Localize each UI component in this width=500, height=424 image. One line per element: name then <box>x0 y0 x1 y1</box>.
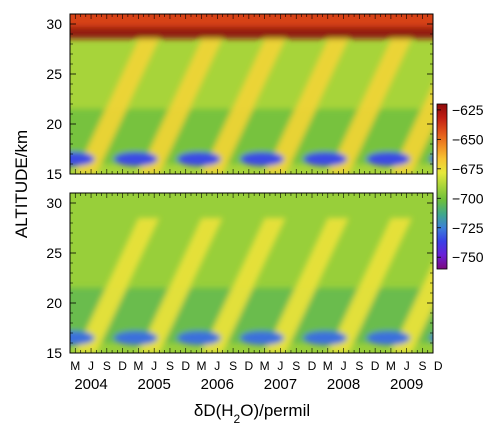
depleted-region <box>240 152 285 166</box>
month-tick-label: S <box>418 359 426 373</box>
heatmap-bottom <box>70 193 500 353</box>
month-tick-label: J <box>151 359 157 373</box>
tape-recorder-enriched-band <box>75 218 160 353</box>
tape-recorder-enriched-band <box>201 218 286 353</box>
month-tick-label: S <box>355 359 363 373</box>
month-tick-label: M <box>260 359 270 373</box>
tape-recorder-enriched-band <box>327 39 412 174</box>
y-tick-label: 15 <box>46 166 62 182</box>
month-tick-label: J <box>214 359 220 373</box>
y-tick-label: 30 <box>46 16 62 32</box>
month-tick-label: D <box>181 359 190 373</box>
y-tick-label: 15 <box>46 345 62 361</box>
month-tick-label: M <box>323 359 333 373</box>
colorbar: −625 −650 −675 −700 −725 −750 <box>436 102 484 270</box>
tape-recorder-enriched-band <box>75 39 160 174</box>
colorbar-tick-label: −675 <box>452 161 484 177</box>
colorbar-tick-label: −700 <box>452 190 484 206</box>
depleted-region <box>176 152 221 166</box>
colorbar-tick-label: −625 <box>452 102 484 118</box>
panel-top-ticks: 15 20 25 30 <box>46 13 434 182</box>
depleted-region <box>429 155 433 163</box>
depleted-region <box>176 331 221 345</box>
upper-layer-transition <box>70 27 433 39</box>
month-tick-label: M <box>133 359 143 373</box>
depleted-region <box>113 331 158 345</box>
panel-top: 15 20 25 30 <box>46 13 434 182</box>
month-tick-label: D <box>434 359 443 373</box>
colorbar-tick-label: −650 <box>452 131 484 147</box>
y-tick-label: 25 <box>46 66 62 82</box>
month-tick-label: M <box>386 359 396 373</box>
month-tick-label: D <box>245 359 254 373</box>
colorbar-tick-label: −750 <box>452 249 484 265</box>
depleted-region <box>429 334 433 342</box>
depleted-region <box>303 152 348 166</box>
depleted-region <box>303 331 348 345</box>
y-tick-label: 20 <box>46 116 62 132</box>
month-tick-label: M <box>70 359 80 373</box>
y-tick-label: 30 <box>46 195 62 211</box>
month-tick-label: S <box>166 359 174 373</box>
month-tick-label: M <box>197 359 207 373</box>
colorbar-scale <box>436 103 448 270</box>
tape-recorder-enriched-band <box>138 39 223 174</box>
month-tick-label: J <box>404 359 410 373</box>
panel-bottom: 15 20 25 30 <box>46 192 500 361</box>
depleted-region <box>366 152 411 166</box>
x-axis-title-suffix: O)/permil <box>240 401 310 420</box>
month-tick-label: S <box>292 359 300 373</box>
y-axis-label: ALTITUDE/km <box>12 130 31 238</box>
depleted-region <box>366 331 411 345</box>
month-tick-label: J <box>88 359 94 373</box>
tape-recorder-enriched-band <box>201 39 286 174</box>
year-label: 2006 <box>201 376 234 393</box>
month-tick-label: D <box>308 359 317 373</box>
depleted-region <box>70 331 95 345</box>
month-tick-label: J <box>277 359 283 373</box>
depleted-region <box>70 152 95 166</box>
year-label: 2009 <box>390 376 423 393</box>
tape-recorder-enriched-band <box>390 262 433 353</box>
year-label: 2004 <box>74 376 107 393</box>
tape-recorder-enriched-band <box>390 83 433 174</box>
heatmap-bottom-features <box>70 218 500 353</box>
colorbar-ticks: −625 −650 −675 −700 −725 −750 <box>437 102 484 265</box>
x-axis-title-prefix: δD(H <box>194 401 234 420</box>
heatmap-top-features <box>70 14 433 174</box>
tape-recorder-enriched-band <box>264 39 349 174</box>
month-tick-label: S <box>229 359 237 373</box>
month-tick-label: D <box>118 359 127 373</box>
upper-layer-band <box>70 14 433 31</box>
tape-recorder-enriched-band <box>138 218 223 353</box>
month-tick-label: S <box>103 359 111 373</box>
depleted-region <box>240 331 285 345</box>
year-label: 2005 <box>137 376 170 393</box>
y-tick-label: 25 <box>46 245 62 261</box>
tape-recorder-enriched-band <box>454 218 500 353</box>
colorbar-tick-label: −725 <box>452 220 484 236</box>
heatmap-top <box>70 14 433 174</box>
year-label: 2008 <box>327 376 360 393</box>
year-label: 2007 <box>264 376 297 393</box>
panel-bottom-ticks: 15 20 25 30 <box>46 192 434 361</box>
depleted-region <box>113 152 158 166</box>
x-axis-title: δD(H2O)/permil <box>194 401 310 424</box>
x-axis-title-subscript: 2 <box>234 412 241 424</box>
y-tick-label: 20 <box>46 295 62 311</box>
tape-recorder-enriched-band <box>327 218 412 353</box>
month-tick-label: J <box>341 359 347 373</box>
tape-recorder-enriched-band <box>264 218 349 353</box>
month-tick-label: D <box>371 359 380 373</box>
